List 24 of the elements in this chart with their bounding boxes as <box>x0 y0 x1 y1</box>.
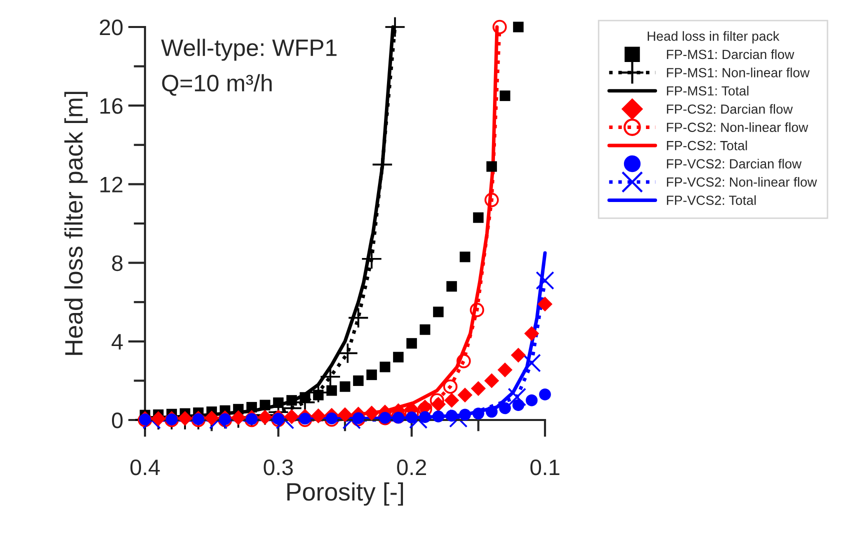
legend-label: FP-MS1: Total <box>666 86 748 96</box>
y-tick-label: 16 <box>100 98 122 114</box>
x-tick-label: 0.1 <box>530 459 560 476</box>
y-axis-title: Head loss filter pack [m] <box>64 92 88 355</box>
legend-label: FP-VCS2: Total <box>666 195 756 205</box>
x-tick-label: 0.3 <box>264 459 293 476</box>
y-tick-label: 20 <box>100 20 123 36</box>
legend-label: FP-CS2: Total <box>666 140 747 150</box>
y-tick-label: 0 <box>112 412 123 428</box>
legend-title: Head loss in filter pack <box>648 31 780 44</box>
y-tick-label: 8 <box>112 255 123 272</box>
legend-label: FP-VCS2: Non-linear flow <box>666 177 817 187</box>
x-axis-title: Porosity [-] <box>287 482 403 506</box>
annotation: Well-type: WFP1 <box>161 38 337 61</box>
annotation: Q=10 m³/h <box>162 74 272 96</box>
legend-label: FP-CS2: Darcian flow <box>666 104 793 114</box>
x-tick-label: 0.2 <box>397 459 426 476</box>
y-tick-label: 12 <box>100 176 122 192</box>
legend-label: FP-CS2: Non-linear flow <box>666 122 808 132</box>
legend-label: FP-VCS2: Darcian flow <box>666 158 802 169</box>
x-tick-label: 0.4 <box>130 459 160 476</box>
y-tick-label: 4 <box>112 334 123 350</box>
legend-label: FP-MS1: Non-linear flow <box>666 68 810 78</box>
legend-label: FP-MS1: Darcian flow <box>666 49 794 60</box>
